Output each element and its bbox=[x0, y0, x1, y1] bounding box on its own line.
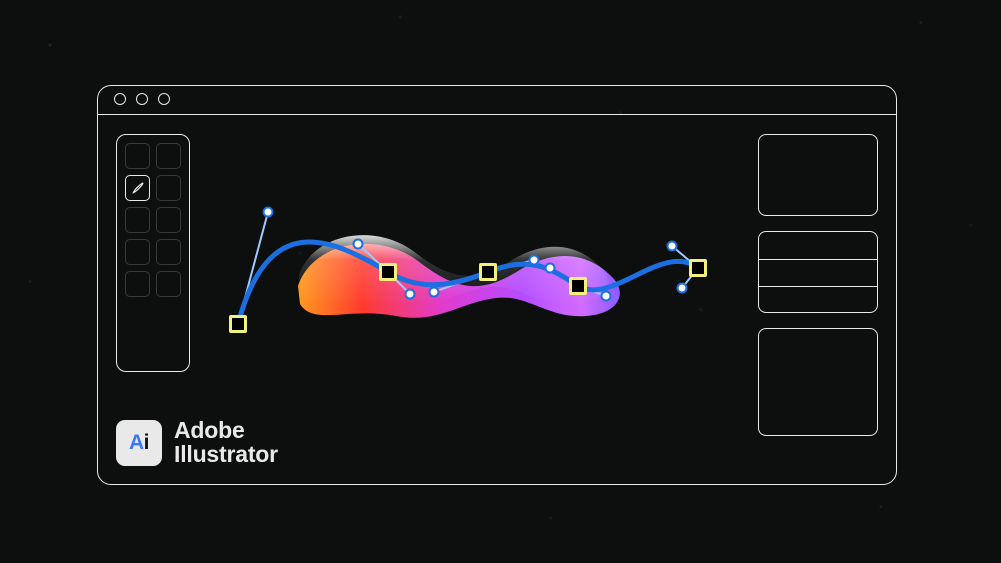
app-name-line2: Illustrator bbox=[174, 443, 278, 466]
bezier-handle-dot[interactable] bbox=[353, 239, 364, 250]
window-minimize-icon[interactable] bbox=[136, 93, 148, 105]
tool-slot-6[interactable] bbox=[125, 239, 150, 265]
bezier-anchor-point[interactable] bbox=[229, 315, 247, 333]
logo-letter-a: A bbox=[129, 431, 144, 455]
window-zoom-icon[interactable] bbox=[158, 93, 170, 105]
artwork-svg bbox=[218, 176, 738, 356]
window-titlebar bbox=[98, 86, 896, 115]
window-close-icon[interactable] bbox=[114, 93, 126, 105]
bezier-anchor-point[interactable] bbox=[379, 263, 397, 281]
bezier-anchor-point[interactable] bbox=[689, 259, 707, 277]
brush-tool[interactable] bbox=[125, 175, 150, 201]
tool-slot-5[interactable] bbox=[156, 207, 181, 233]
adobe-illustrator-logo-icon: Ai bbox=[116, 420, 162, 466]
bezier-handle-dot[interactable] bbox=[677, 283, 688, 294]
app-name: Adobe Illustrator bbox=[174, 419, 278, 466]
app-window: Ai Adobe Illustrator bbox=[97, 85, 897, 485]
bezier-handle-dot[interactable] bbox=[405, 289, 416, 300]
logo-letter-i: i bbox=[144, 431, 149, 455]
bezier-handle-dot[interactable] bbox=[601, 291, 612, 302]
bezier-anchor-point[interactable] bbox=[479, 263, 497, 281]
canvas-artwork[interactable] bbox=[218, 176, 738, 356]
bezier-handle-dot[interactable] bbox=[263, 207, 274, 218]
tool-slot-9[interactable] bbox=[156, 271, 181, 297]
tool-slot-3[interactable] bbox=[156, 175, 181, 201]
tool-slot-0[interactable] bbox=[125, 143, 150, 169]
tool-slot-4[interactable] bbox=[125, 207, 150, 233]
window-controls bbox=[114, 93, 170, 105]
toolbox-panel bbox=[116, 134, 190, 372]
bezier-handle-dot[interactable] bbox=[529, 255, 540, 266]
bezier-handle-dot[interactable] bbox=[429, 287, 440, 298]
bezier-handle-dot[interactable] bbox=[667, 241, 678, 252]
tool-slot-7[interactable] bbox=[156, 239, 181, 265]
tool-slot-8[interactable] bbox=[125, 271, 150, 297]
panel-properties[interactable] bbox=[758, 328, 878, 436]
app-branding: Ai Adobe Illustrator bbox=[116, 419, 278, 466]
app-name-line1: Adobe bbox=[174, 419, 278, 442]
bezier-handle-dot[interactable] bbox=[545, 263, 556, 274]
brush-icon bbox=[131, 181, 145, 195]
panel-swatches[interactable] bbox=[758, 134, 878, 216]
bezier-anchor-point[interactable] bbox=[569, 277, 587, 295]
panel-layers[interactable] bbox=[758, 231, 878, 313]
tool-slot-1[interactable] bbox=[156, 143, 181, 169]
brush-stroke-highlight bbox=[299, 235, 608, 306]
